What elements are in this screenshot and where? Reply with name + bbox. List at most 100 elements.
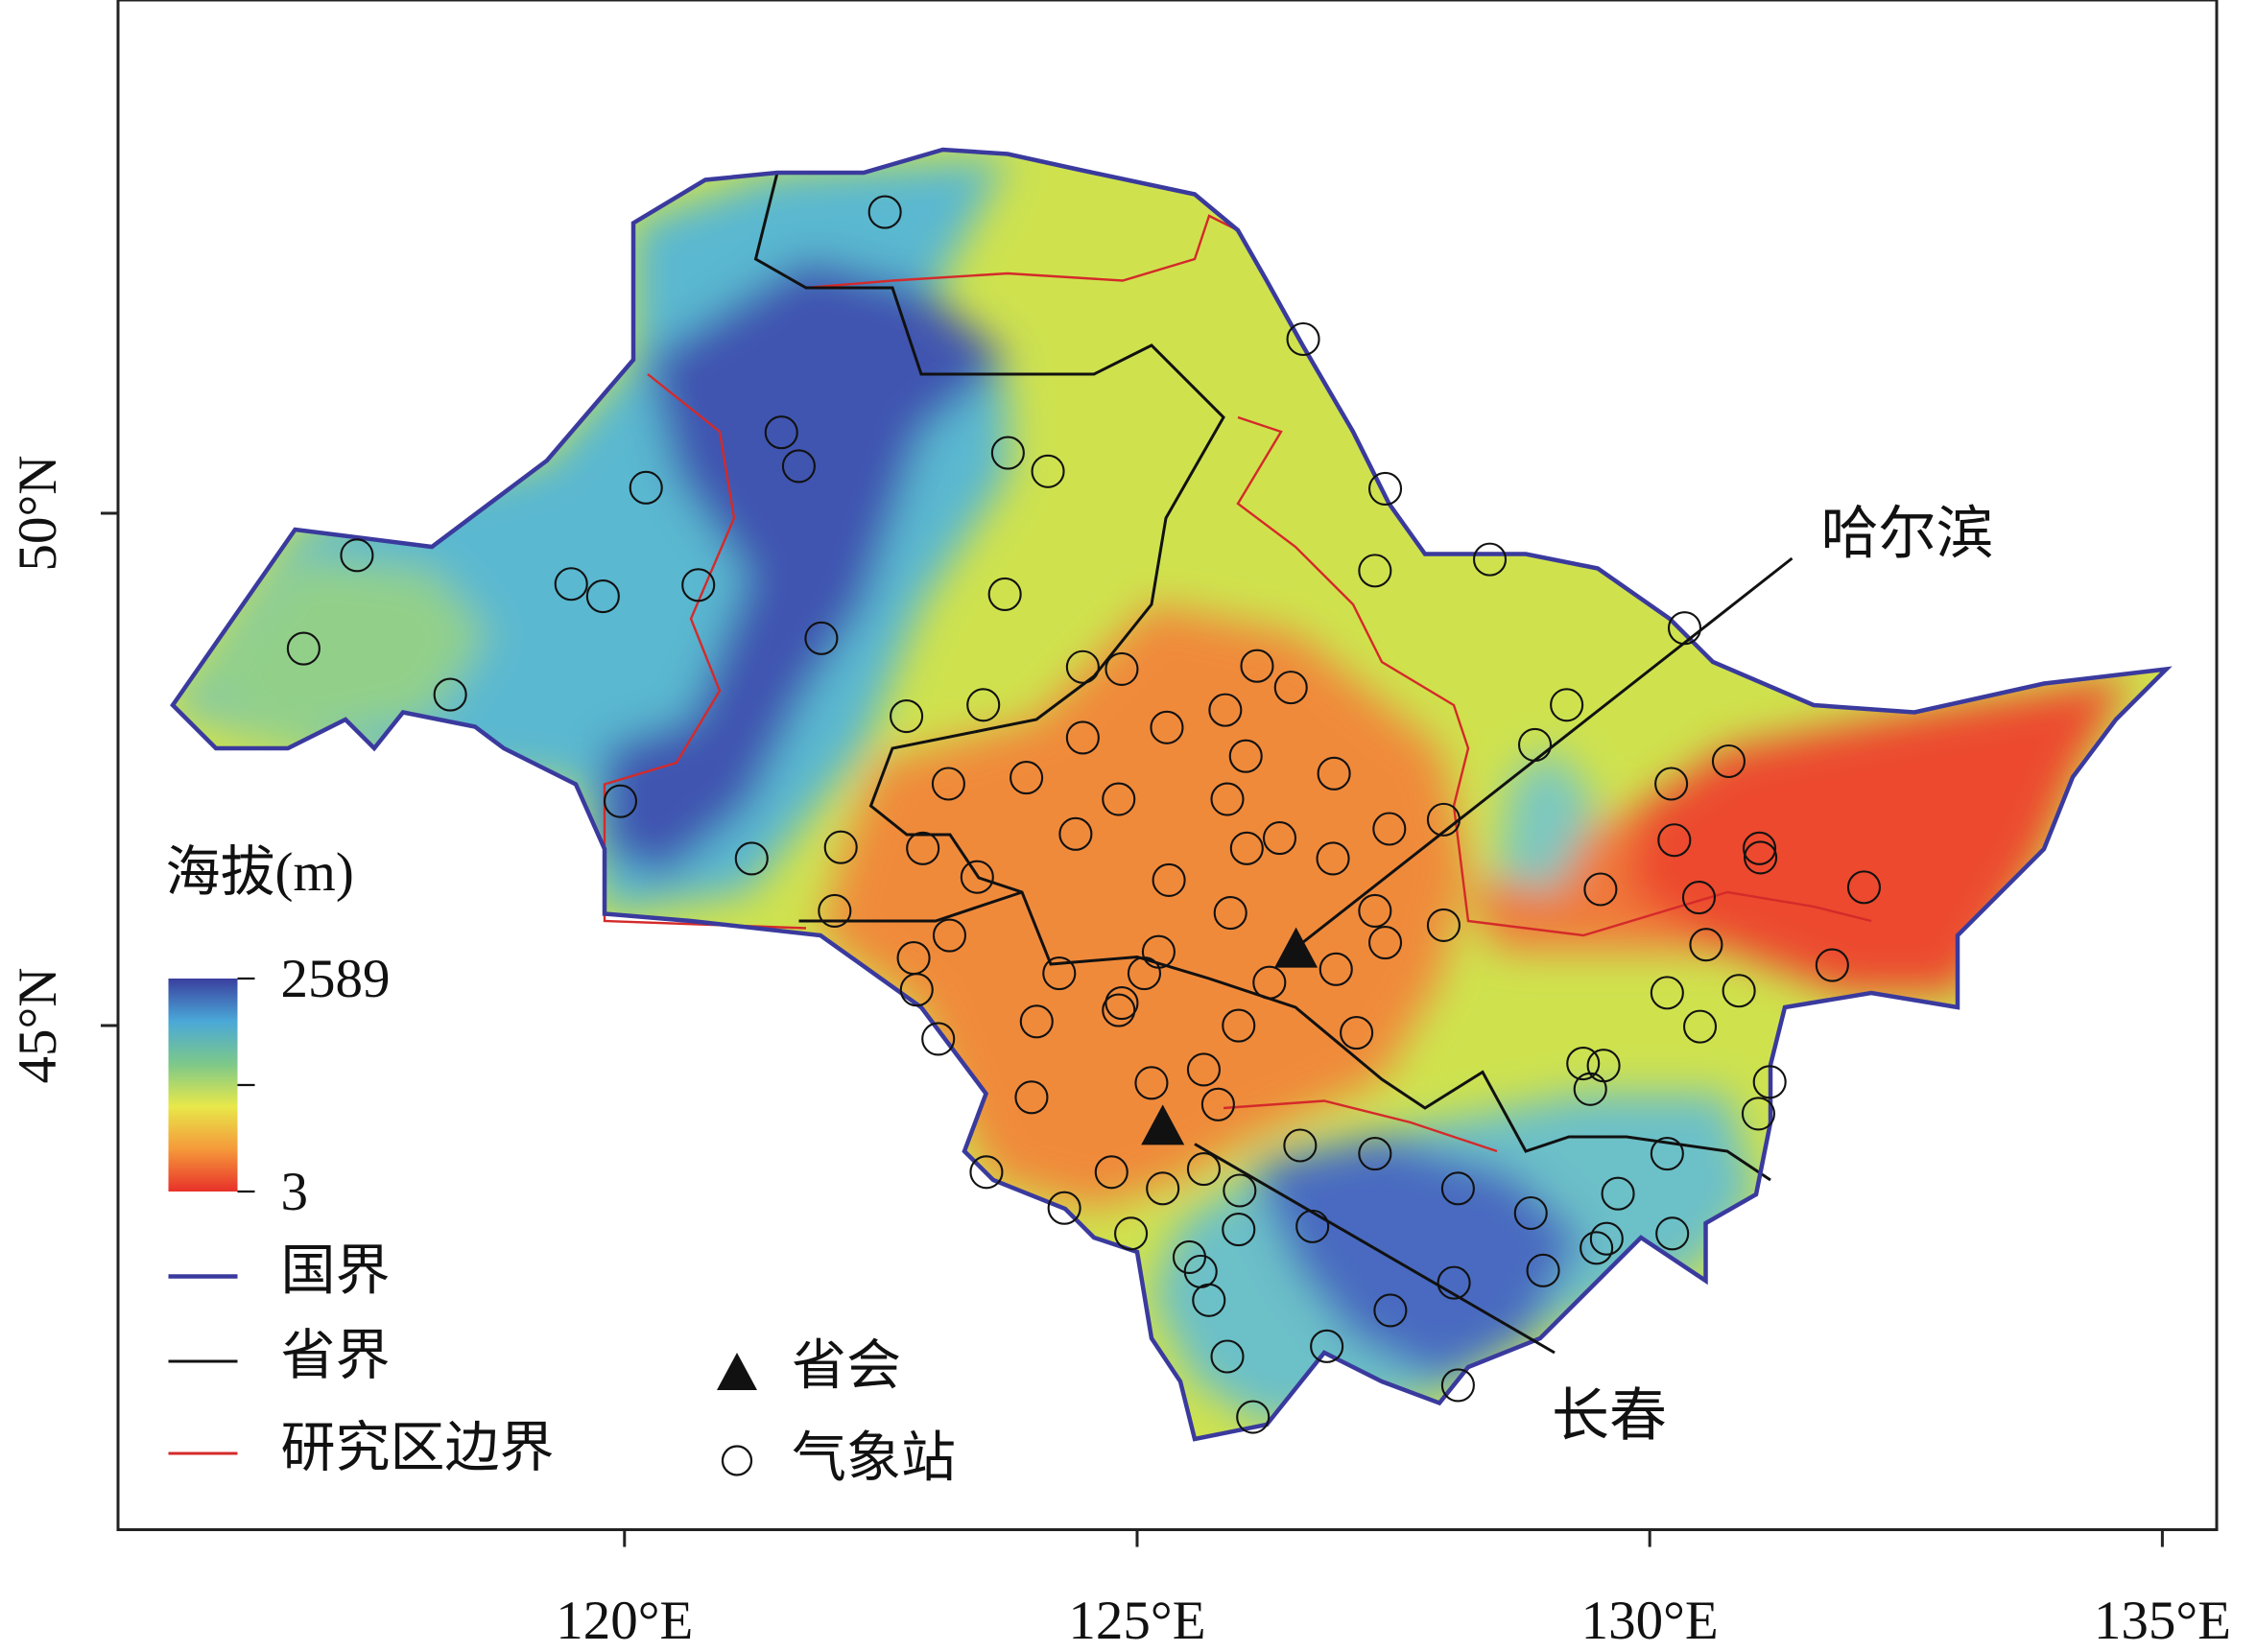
weather-station <box>1589 1221 1624 1256</box>
weather-station <box>1667 611 1702 646</box>
weather-station <box>1065 649 1100 684</box>
weather-station <box>781 449 816 484</box>
weather-station <box>1550 688 1584 722</box>
weather-station <box>1373 1293 1408 1328</box>
weather-station <box>1047 1191 1081 1225</box>
weather-station <box>603 784 638 818</box>
weather-station <box>960 860 994 894</box>
weather-station <box>1105 651 1139 686</box>
x-tick-label: 135°E <box>2094 1591 2231 1651</box>
weather-station <box>340 538 374 573</box>
weather-station <box>1513 1195 1548 1231</box>
weather-station <box>987 577 1022 611</box>
weather-station <box>1210 782 1245 816</box>
weather-station <box>1014 1080 1049 1115</box>
weather-station <box>1752 1065 1787 1099</box>
weather-station <box>1019 1004 1054 1039</box>
colorbar-label: 3 <box>281 1162 309 1222</box>
legend-label: 研究区边界 <box>281 1418 555 1478</box>
weather-station <box>1367 471 1403 506</box>
weather-station <box>1682 1009 1718 1044</box>
x-tick-label: 120°E <box>556 1591 693 1651</box>
weather-station <box>1722 974 1756 1008</box>
study-area-border <box>1223 1099 1498 1153</box>
study-area-border <box>1236 415 1872 937</box>
weather-station <box>1150 710 1184 744</box>
y-tick-label: 45°N <box>8 968 68 1084</box>
weather-station <box>1240 649 1274 683</box>
weather-station <box>1127 956 1162 991</box>
weather-station <box>1654 767 1689 801</box>
weather-station <box>1236 1400 1271 1434</box>
weather-station <box>969 1155 1004 1190</box>
weather-station <box>1010 761 1044 795</box>
capital-label: 长春 <box>1552 1384 1667 1448</box>
weather-station <box>1102 993 1136 1027</box>
weather-station <box>1650 1136 1684 1171</box>
legend-label: 省界 <box>281 1326 391 1386</box>
weather-station <box>804 621 839 655</box>
colorbar <box>168 979 238 1192</box>
weather-station <box>1222 1008 1256 1043</box>
weather-station <box>1583 872 1618 907</box>
weather-station <box>1742 831 1777 865</box>
leader-line <box>1301 556 1794 944</box>
weather-station <box>890 698 924 734</box>
weather-station <box>1223 1173 1257 1208</box>
weather-station <box>990 436 1025 470</box>
weather-station <box>1437 1265 1471 1300</box>
weather-station <box>1573 1072 1607 1106</box>
weather-station <box>1146 1171 1180 1206</box>
weather-station <box>1042 956 1077 991</box>
weather-station <box>1358 1136 1392 1171</box>
weather-station <box>1295 1209 1330 1243</box>
legend-title: 海拔(m) <box>166 842 354 903</box>
weather-station <box>1152 862 1186 897</box>
legend-symbol <box>721 1445 753 1476</box>
weather-station <box>931 767 965 801</box>
weather-station <box>1601 1176 1635 1211</box>
provincial-capital <box>1274 927 1319 968</box>
legend-label: 省会 <box>792 1336 901 1397</box>
weather-station <box>1372 812 1407 846</box>
weather-station <box>1319 952 1353 986</box>
weather-station <box>1358 893 1392 928</box>
weather-station <box>1283 1128 1318 1163</box>
weather-station <box>1358 554 1392 588</box>
weather-station <box>554 567 588 602</box>
legend-label: 国界 <box>281 1241 391 1302</box>
provincial-border <box>753 172 1771 1182</box>
weather-station <box>921 1022 956 1056</box>
weather-station <box>1340 1015 1374 1050</box>
weather-station <box>818 893 852 928</box>
legend-symbol <box>717 1353 757 1390</box>
weather-station <box>1580 1231 1614 1265</box>
weather-station <box>1262 821 1297 856</box>
weather-station <box>1367 925 1403 960</box>
weather-station <box>1566 1047 1601 1081</box>
weather-station <box>1192 1283 1226 1317</box>
weather-station <box>1114 1216 1149 1251</box>
weather-station <box>1273 671 1308 705</box>
leader-line <box>1194 1143 1556 1355</box>
weather-station <box>1681 881 1717 915</box>
weather-station <box>1317 756 1351 791</box>
weather-station <box>433 677 467 712</box>
weather-station <box>932 918 967 953</box>
weather-station <box>1031 454 1065 488</box>
weather-station <box>681 568 716 602</box>
weather-station <box>1741 1097 1775 1131</box>
weather-station <box>1210 1339 1245 1374</box>
weather-station <box>1186 1152 1221 1187</box>
weather-station <box>286 631 321 666</box>
provincial-capital <box>1141 1104 1185 1145</box>
weather-station <box>764 415 798 450</box>
provincial-border <box>798 890 1023 923</box>
weather-station <box>1213 896 1247 931</box>
weather-station <box>1846 870 1882 905</box>
weather-station <box>1689 928 1723 962</box>
weather-station <box>1426 908 1461 942</box>
x-tick-label: 125°E <box>1068 1591 1205 1651</box>
weather-station <box>1655 1216 1690 1251</box>
weather-station <box>1815 948 1849 982</box>
